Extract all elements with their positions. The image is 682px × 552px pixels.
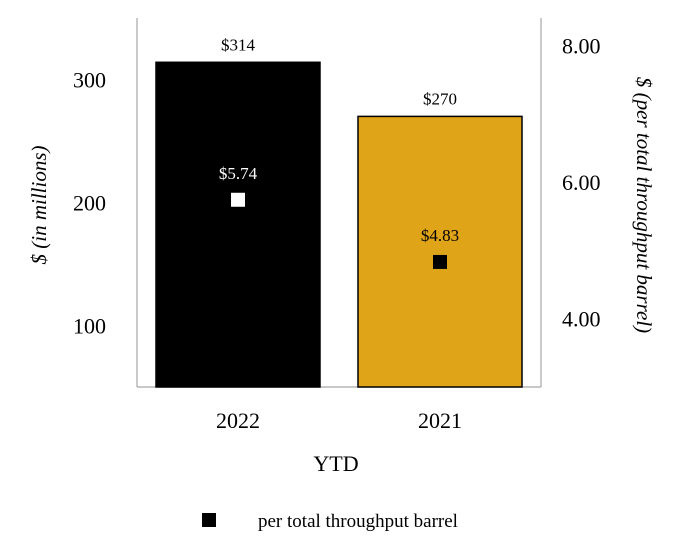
y-tick-label: 300 xyxy=(73,68,106,93)
marker-2021 xyxy=(433,254,447,269)
marker-value-label: $5.74 xyxy=(219,164,258,183)
y-tick-label: 100 xyxy=(73,314,106,339)
bar-2022 xyxy=(155,61,321,388)
y2-tick-label: 8.00 xyxy=(562,33,601,58)
x-axis-title: YTD xyxy=(313,451,358,476)
y2-axis-title: $ (per total throughput barrel) xyxy=(632,77,656,333)
x-tick-label: 2022 xyxy=(216,408,260,433)
marker-value-label: $4.83 xyxy=(421,226,459,245)
y2-tick-label: 4.00 xyxy=(562,307,601,332)
markers xyxy=(231,192,447,269)
data-labels: $314 $5.74 $270 $4.83 xyxy=(219,35,459,245)
y-tick-label: 200 xyxy=(73,191,106,216)
legend: per total throughput barrel xyxy=(202,511,458,532)
tick-labels: 100 200 300 4.00 6.00 8.00 2022 2021 xyxy=(73,33,601,433)
legend-marker xyxy=(202,513,216,527)
y2-tick-label: 6.00 xyxy=(562,170,601,195)
bar-value-label: $314 xyxy=(221,35,256,54)
legend-label: per total throughput barrel xyxy=(258,511,458,532)
bar-value-label: $270 xyxy=(423,89,457,108)
marker-2022 xyxy=(231,192,245,207)
bar-2021 xyxy=(357,115,523,388)
bars xyxy=(155,61,523,388)
y-axis-title: $ (in millions) xyxy=(27,145,51,264)
x-tick-label: 2021 xyxy=(418,408,462,433)
